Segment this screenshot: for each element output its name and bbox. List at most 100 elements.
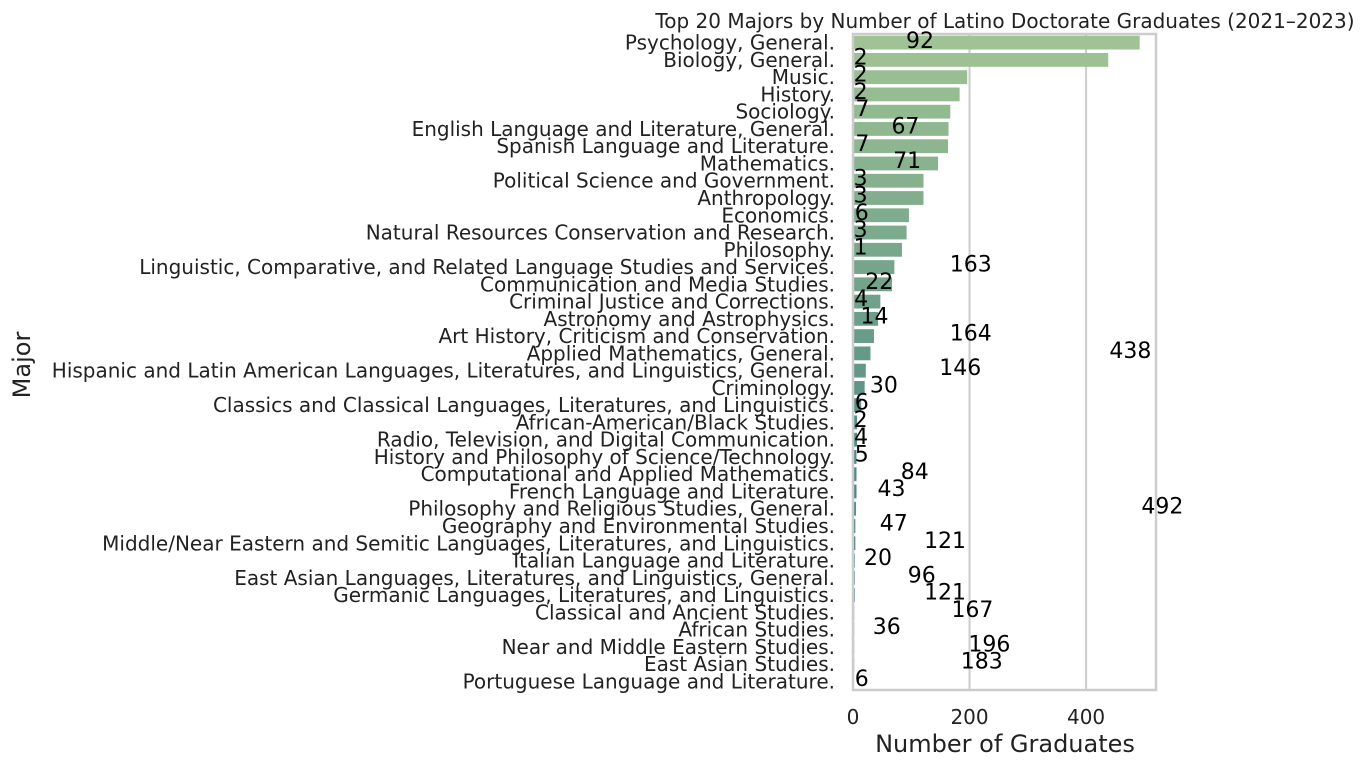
category-label: Economics. — [721, 203, 835, 227]
bar — [853, 87, 960, 102]
value-label: 1 — [854, 235, 868, 260]
value-label: 2 — [854, 63, 868, 88]
bar — [853, 191, 924, 205]
category-label: Linguistic, Comparative, and Related Lan… — [139, 255, 835, 279]
bar — [853, 380, 865, 395]
value-label: 84 — [901, 460, 929, 485]
value-label: 20 — [864, 546, 892, 571]
category-label: Natural Resources Conservation and Resea… — [366, 221, 835, 245]
category-label: East Asian Studies. — [644, 652, 835, 676]
value-labels: 9222276777133631163224141644381463062458… — [854, 29, 1184, 692]
category-label: Spanish Language and Literature. — [496, 134, 835, 158]
category-label: Astronomy and Astrophysics. — [544, 307, 835, 331]
category-label: Classical and Ancient Studies. — [535, 600, 835, 624]
category-label: Criminal Justice and Corrections. — [509, 290, 835, 314]
value-label: 183 — [961, 650, 1003, 675]
category-label: African-American/Black Studies. — [516, 410, 835, 434]
value-label: 164 — [950, 322, 992, 347]
bar — [853, 329, 874, 344]
value-label: 438 — [1109, 339, 1151, 364]
category-label: Geography and Environmental Studies. — [442, 514, 835, 538]
category-label: Sociology. — [735, 100, 835, 124]
value-label: 43 — [877, 477, 905, 502]
bar — [853, 277, 893, 292]
category-label: Portuguese Language and Literature. — [463, 669, 835, 693]
bar — [853, 173, 924, 188]
value-label: 5 — [855, 442, 869, 467]
value-label: 14 — [861, 304, 889, 329]
category-label: Germanic Languages, Literatures, and Lin… — [333, 583, 835, 607]
bar — [853, 52, 1109, 67]
x-axis-label: Number of Graduates — [875, 730, 1135, 758]
bar — [853, 363, 866, 378]
bar — [853, 450, 857, 464]
value-label: 6 — [855, 201, 869, 226]
category-label: East Asian Languages, Literatures, and L… — [234, 566, 835, 590]
category-label: Music. — [772, 65, 835, 89]
category-label: Biology, General. — [663, 48, 835, 72]
chart-title: Top 20 Majors by Number of Latino Doctor… — [654, 9, 1354, 33]
bar — [853, 225, 907, 240]
bar — [853, 311, 879, 326]
category-label: Communication and Media Studies. — [480, 272, 835, 296]
bar — [853, 501, 856, 516]
bars — [853, 35, 1140, 689]
value-label: 36 — [873, 615, 901, 640]
value-label: 96 — [908, 563, 936, 588]
value-label: 2 — [854, 80, 868, 105]
value-label: 7 — [855, 97, 869, 122]
category-label: Italian Language and Literature. — [513, 549, 835, 573]
value-label: 3 — [854, 218, 868, 243]
category-label: Political Science and Government. — [493, 169, 835, 193]
bar — [853, 122, 949, 136]
category-label: French Language and Literature. — [509, 479, 835, 503]
category-labels: Psychology, General.Biology, General.Mus… — [52, 31, 835, 694]
value-label: 30 — [870, 373, 898, 398]
bar — [853, 35, 1140, 50]
x-tick-labels: 0 200 400 — [847, 705, 1106, 729]
bar — [853, 467, 857, 482]
value-label: 92 — [906, 29, 934, 54]
x-tick-label: 0 — [847, 705, 860, 729]
value-label: 67 — [891, 114, 919, 139]
category-label: Anthropology. — [697, 186, 835, 210]
bar — [853, 242, 902, 257]
bar — [853, 398, 862, 413]
value-label: 47 — [880, 512, 908, 537]
value-label: 2 — [854, 408, 868, 433]
value-label: 22 — [865, 270, 893, 295]
bar — [853, 484, 857, 499]
category-label: History. — [760, 82, 835, 106]
category-label: Radio, Television, and Digital Communica… — [377, 428, 835, 452]
category-label: African Studies. — [678, 618, 835, 642]
plot-frame — [851, 32, 1158, 692]
x-tick-label: 200 — [950, 705, 988, 729]
category-label: Computational and Applied Mathematics. — [421, 462, 835, 486]
value-label: 71 — [893, 149, 921, 174]
category-label: Psychology, General. — [625, 31, 835, 55]
bar — [853, 346, 871, 361]
bar — [853, 139, 948, 154]
value-label: 121 — [924, 529, 966, 554]
value-label: 7 — [855, 132, 869, 157]
value-label: 3 — [854, 184, 868, 209]
value-label: 196 — [968, 632, 1010, 657]
category-label: Art History, Criticism and Conservation. — [439, 324, 836, 348]
value-label: 2 — [854, 45, 868, 70]
value-label: 6 — [855, 391, 869, 416]
category-label: Hispanic and Latin American Languages, L… — [52, 359, 835, 383]
value-label: 167 — [951, 598, 993, 623]
bar — [853, 208, 909, 223]
y-axis-label: Major — [8, 332, 36, 399]
bar — [853, 156, 939, 171]
category-label: Near and Middle Eastern Studies. — [502, 635, 835, 659]
bar — [853, 432, 858, 447]
bar — [853, 415, 858, 430]
category-label: English Language and Literature, General… — [412, 117, 835, 141]
value-label: 3 — [854, 166, 868, 191]
value-label: 4 — [854, 425, 868, 450]
value-label: 163 — [950, 253, 992, 278]
value-label: 4 — [854, 287, 868, 312]
category-label: Philosophy and Religious Studies, Genera… — [408, 497, 835, 521]
